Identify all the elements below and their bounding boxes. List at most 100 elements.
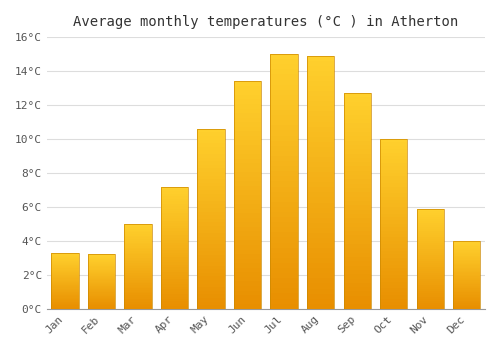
Bar bbox=[52, 254, 79, 255]
Bar bbox=[307, 56, 334, 309]
Bar bbox=[344, 180, 371, 184]
Bar bbox=[453, 250, 480, 252]
Bar bbox=[380, 292, 407, 295]
Bar bbox=[344, 248, 371, 253]
Bar bbox=[344, 128, 371, 132]
Bar bbox=[307, 111, 334, 117]
Bar bbox=[453, 246, 480, 248]
Bar bbox=[453, 271, 480, 272]
Bar bbox=[307, 294, 334, 299]
Bar bbox=[307, 142, 334, 147]
Bar bbox=[270, 222, 298, 227]
Bar bbox=[380, 282, 407, 285]
Bar bbox=[270, 227, 298, 232]
Bar bbox=[453, 248, 480, 249]
Bar bbox=[380, 187, 407, 190]
Bar bbox=[234, 81, 262, 86]
Bar bbox=[88, 303, 116, 304]
Bar bbox=[453, 256, 480, 257]
Bar bbox=[161, 189, 188, 191]
Bar bbox=[124, 236, 152, 237]
Bar bbox=[270, 288, 298, 293]
Bar bbox=[307, 187, 334, 192]
Bar bbox=[88, 276, 116, 277]
Bar bbox=[344, 253, 371, 257]
Bar bbox=[307, 243, 334, 248]
Bar bbox=[344, 244, 371, 248]
Bar bbox=[307, 147, 334, 152]
Bar bbox=[52, 253, 79, 254]
Bar bbox=[307, 172, 334, 177]
Bar bbox=[380, 156, 407, 159]
Bar bbox=[344, 141, 371, 145]
Bar bbox=[307, 208, 334, 212]
Bar bbox=[124, 243, 152, 244]
Bar bbox=[161, 292, 188, 294]
Bar bbox=[344, 210, 371, 214]
Bar bbox=[124, 302, 152, 304]
Bar bbox=[52, 302, 79, 303]
Bar bbox=[380, 153, 407, 156]
Bar bbox=[124, 246, 152, 248]
Bar bbox=[124, 253, 152, 254]
Bar bbox=[161, 296, 188, 299]
Bar bbox=[307, 61, 334, 66]
Bar bbox=[234, 290, 262, 295]
Bar bbox=[307, 182, 334, 187]
Bar bbox=[52, 293, 79, 294]
Bar bbox=[307, 106, 334, 111]
Bar bbox=[198, 233, 225, 237]
Bar bbox=[307, 121, 334, 127]
Bar bbox=[198, 154, 225, 158]
Bar bbox=[198, 143, 225, 147]
Bar bbox=[88, 274, 116, 275]
Bar bbox=[198, 179, 225, 183]
Bar bbox=[161, 282, 188, 284]
Bar bbox=[307, 238, 334, 243]
Bar bbox=[270, 146, 298, 151]
Bar bbox=[198, 276, 225, 280]
Bar bbox=[344, 110, 371, 115]
Bar bbox=[344, 240, 371, 244]
Bar bbox=[344, 106, 371, 110]
Bar bbox=[307, 197, 334, 203]
Bar bbox=[88, 260, 116, 261]
Bar bbox=[344, 270, 371, 274]
Bar bbox=[234, 99, 262, 104]
Bar bbox=[416, 267, 444, 269]
Bar bbox=[234, 127, 262, 131]
Bar bbox=[270, 253, 298, 258]
Bar bbox=[198, 129, 225, 309]
Bar bbox=[416, 273, 444, 275]
Bar bbox=[88, 254, 116, 256]
Bar bbox=[416, 225, 444, 226]
Bar bbox=[234, 140, 262, 145]
Bar bbox=[453, 278, 480, 279]
Bar bbox=[161, 233, 188, 236]
Bar bbox=[344, 296, 371, 300]
Bar bbox=[88, 279, 116, 280]
Bar bbox=[344, 197, 371, 201]
Bar bbox=[234, 245, 262, 250]
Bar bbox=[161, 252, 188, 255]
Bar bbox=[124, 280, 152, 282]
Bar bbox=[52, 284, 79, 285]
Bar bbox=[161, 260, 188, 262]
Bar bbox=[344, 257, 371, 261]
Bar bbox=[88, 299, 116, 300]
Bar bbox=[453, 268, 480, 270]
Bar bbox=[161, 223, 188, 226]
Bar bbox=[307, 248, 334, 253]
Bar bbox=[198, 183, 225, 187]
Bar bbox=[344, 115, 371, 119]
Bar bbox=[416, 262, 444, 265]
Bar bbox=[416, 257, 444, 259]
Bar bbox=[124, 268, 152, 270]
Bar bbox=[52, 274, 79, 275]
Bar bbox=[161, 262, 188, 265]
Bar bbox=[307, 162, 334, 167]
Bar bbox=[416, 293, 444, 295]
Bar bbox=[198, 280, 225, 284]
Bar bbox=[380, 244, 407, 248]
Bar bbox=[380, 176, 407, 180]
